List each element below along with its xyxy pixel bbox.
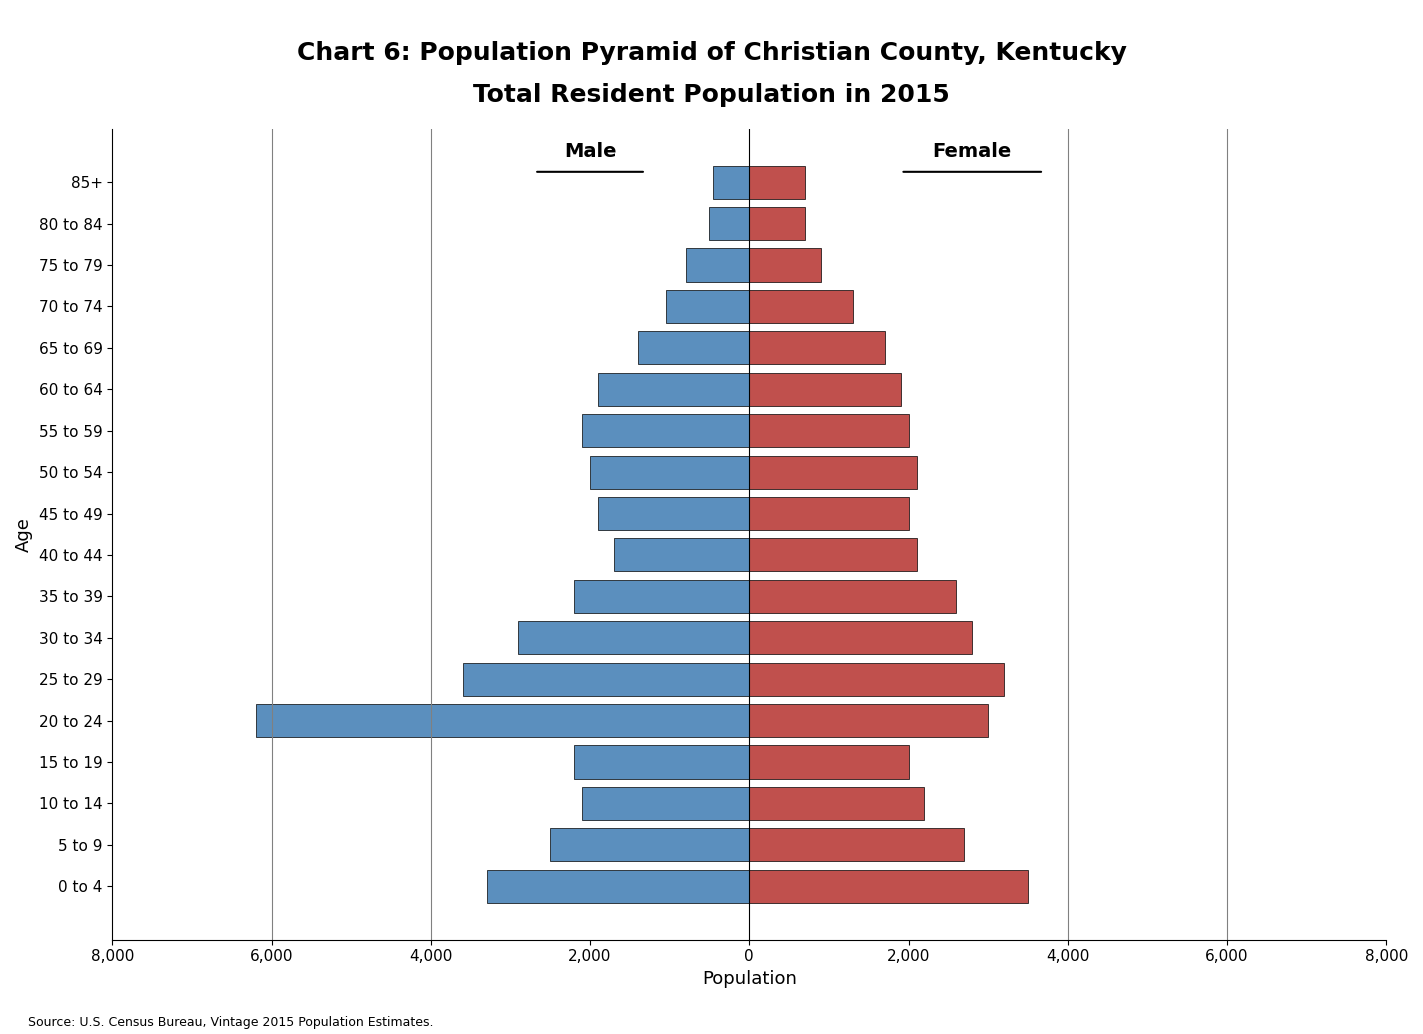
Bar <box>638 331 750 364</box>
Bar <box>487 870 750 903</box>
Text: Female: Female <box>932 143 1012 161</box>
Bar <box>750 497 908 530</box>
Bar <box>573 746 750 779</box>
Bar <box>750 746 908 779</box>
Text: Chart 6: Population Pyramid of Christian County, Kentucky: Chart 6: Population Pyramid of Christian… <box>296 41 1127 65</box>
Bar <box>462 663 750 696</box>
Bar <box>750 828 965 861</box>
Bar <box>750 787 925 820</box>
Bar <box>582 414 750 448</box>
Bar <box>573 580 750 613</box>
Bar <box>582 787 750 820</box>
Bar <box>598 497 750 530</box>
Text: Total Resident Population in 2015: Total Resident Population in 2015 <box>472 83 951 107</box>
Bar <box>750 580 956 613</box>
Text: Source: U.S. Census Bureau, Vintage 2015 Population Estimates.: Source: U.S. Census Bureau, Vintage 2015… <box>28 1015 434 1029</box>
Bar <box>750 456 916 489</box>
Bar <box>750 165 805 199</box>
Bar <box>750 870 1027 903</box>
Bar <box>598 372 750 405</box>
Bar <box>256 704 750 737</box>
Bar <box>686 248 750 281</box>
Bar <box>551 828 750 861</box>
Bar <box>750 414 908 448</box>
Bar <box>750 248 821 281</box>
Text: Male: Male <box>564 143 616 161</box>
Bar <box>750 663 1005 696</box>
Bar <box>613 539 750 572</box>
Y-axis label: Age: Age <box>16 517 33 552</box>
X-axis label: Population: Population <box>702 970 797 987</box>
Bar <box>750 331 885 364</box>
Bar <box>710 207 750 240</box>
Bar <box>518 621 750 655</box>
Bar <box>750 372 901 405</box>
Bar <box>750 290 852 323</box>
Bar <box>713 165 750 199</box>
Bar <box>591 456 750 489</box>
Bar <box>750 621 972 655</box>
Bar <box>666 290 750 323</box>
Bar <box>750 207 805 240</box>
Bar <box>750 704 988 737</box>
Bar <box>750 539 916 572</box>
